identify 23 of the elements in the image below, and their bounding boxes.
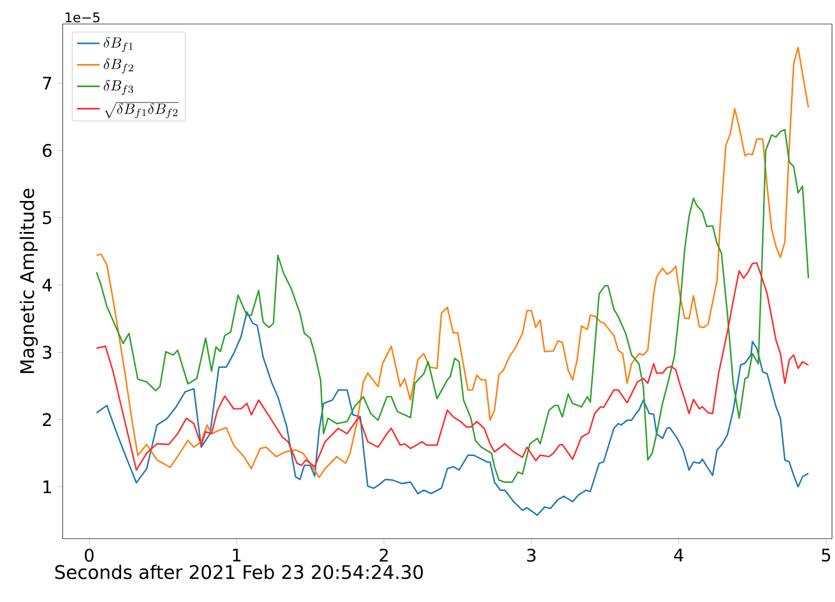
legend-label: $\sqrt{\delta B_{f1}\delta B_{f2}}$: [104, 102, 179, 118]
y-tick-label: 5: [42, 211, 52, 224]
line-series: [96, 262, 810, 471]
y-axis-title: Magnetic Amplitude: [20, 188, 38, 374]
x-tick-label: 2: [380, 548, 388, 562]
y-tick-label: 4: [42, 278, 52, 292]
y-tick-label: 3: [42, 346, 52, 359]
x-tick-label: 1: [232, 548, 240, 562]
legend-label: $\delta B_{f1}$: [104, 37, 133, 52]
x-tick-label: 0: [84, 548, 94, 562]
x-tick-label: 4: [674, 548, 684, 562]
legend-label: $\delta B_{f3}$: [104, 80, 134, 95]
legend-label: $\delta B_{f2}$: [104, 58, 134, 74]
y-tick-label: 1: [44, 480, 52, 494]
x-axis-title: Seconds after 2021 Feb 23 20:54:24.30: [55, 564, 423, 580]
y-tick-label: 6: [42, 144, 52, 158]
line-series: [96, 128, 810, 483]
x-tick-label: 5: [822, 548, 830, 562]
x-tick-label: 3: [527, 548, 536, 562]
y-tick-label: 7: [43, 76, 52, 90]
line-series: [96, 311, 810, 516]
y-tick-label: 2: [42, 413, 51, 426]
text: 1e−5: [66, 12, 100, 22]
